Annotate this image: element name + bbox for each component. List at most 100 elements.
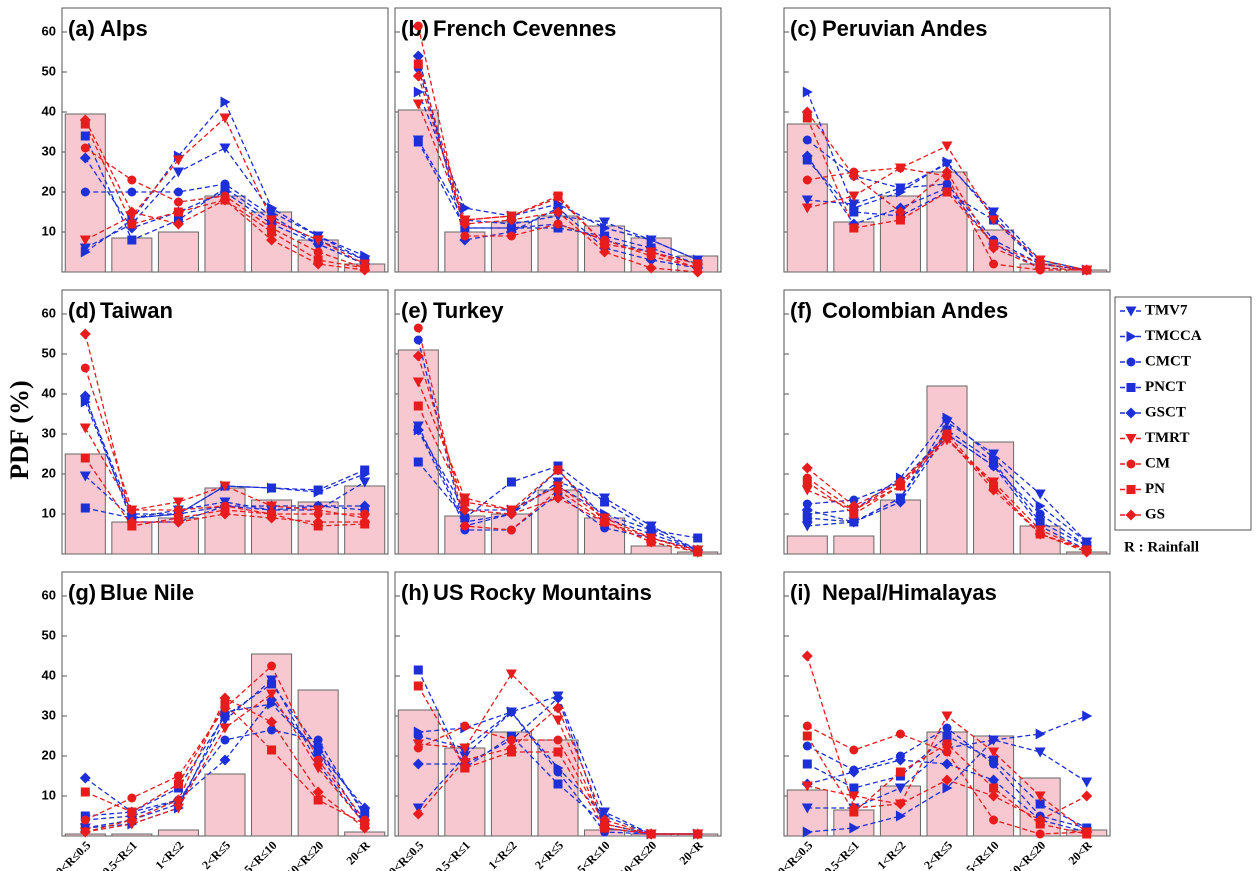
marker [172, 803, 184, 814]
marker [802, 113, 812, 123]
marker [413, 59, 423, 69]
legend-label: PN [1145, 481, 1165, 497]
marker [360, 509, 370, 519]
marker [127, 187, 137, 197]
y-tick-label: 20 [42, 747, 56, 762]
marker [79, 328, 91, 340]
marker [460, 231, 470, 241]
x-tick-label: 1<R≤2 [485, 838, 519, 871]
marker [80, 815, 90, 825]
marker [313, 735, 323, 745]
marker [460, 521, 470, 531]
marker [553, 191, 563, 201]
marker [79, 471, 91, 482]
marker [80, 143, 90, 153]
panel: (c) Peruvian Andes [783, 7, 1111, 273]
marker [313, 755, 323, 765]
marker [219, 143, 231, 154]
marker [313, 485, 323, 495]
legend-marker [1125, 509, 1137, 521]
marker [220, 96, 231, 108]
annotation: R : Rainfall [1124, 539, 1199, 555]
legend-label: TMV7 [1145, 302, 1188, 318]
marker [849, 207, 859, 217]
marker [1081, 264, 1093, 276]
marker [552, 715, 564, 726]
marker [645, 828, 657, 840]
panel-title: Nepal/Himalayas [822, 580, 997, 605]
marker [459, 218, 471, 230]
marker [801, 485, 813, 496]
marker [942, 782, 953, 794]
marker [127, 235, 137, 245]
y-tick-label: 40 [42, 385, 56, 400]
bar [926, 385, 968, 555]
marker [802, 135, 812, 145]
marker [1081, 546, 1093, 558]
marker [80, 187, 90, 197]
marker [413, 21, 423, 31]
marker [80, 363, 90, 373]
marker [460, 202, 471, 214]
marker [313, 795, 323, 805]
marker [173, 207, 183, 217]
marker [219, 481, 231, 492]
marker [219, 508, 231, 520]
y-tick-label: 60 [42, 587, 56, 602]
marker [600, 497, 610, 507]
y-tick-label: 40 [42, 667, 56, 682]
panel-title: French Cevennes [433, 16, 616, 41]
marker [360, 465, 370, 475]
marker [692, 828, 704, 840]
legend-label: TMCCA [1145, 328, 1202, 344]
marker [413, 86, 424, 98]
bar [157, 829, 199, 837]
marker [460, 513, 470, 523]
bar [397, 109, 439, 273]
marker [849, 745, 859, 755]
marker [413, 731, 423, 741]
marker [506, 477, 516, 487]
marker [942, 156, 953, 168]
marker [312, 763, 324, 774]
legend-marker [1125, 306, 1137, 317]
marker [848, 170, 860, 182]
marker [505, 742, 517, 754]
marker [413, 401, 423, 411]
marker [173, 197, 183, 207]
marker [894, 798, 906, 810]
marker [412, 50, 424, 62]
marker [802, 741, 812, 751]
marker [413, 665, 423, 675]
marker [693, 259, 703, 269]
marker [645, 536, 657, 548]
marker [801, 462, 813, 474]
legend-label: GSCT [1145, 404, 1186, 420]
marker [267, 745, 277, 755]
marker [267, 227, 277, 237]
marker [599, 807, 611, 818]
marker [988, 790, 1000, 802]
panel-title: Peruvian Andes [822, 16, 987, 41]
panel: (h) US Rocky Mountains 0<R≤0.5 0.5<R≤1 1<R≤2… [386, 571, 722, 871]
marker [172, 155, 184, 166]
marker [600, 823, 610, 833]
bar [879, 499, 921, 555]
marker [801, 781, 813, 792]
marker [849, 822, 860, 834]
marker [553, 465, 563, 475]
marker [412, 99, 424, 110]
marker [988, 484, 1000, 496]
marker [127, 175, 137, 185]
marker [1081, 777, 1093, 788]
y-tick-label: 50 [42, 627, 56, 642]
marker [127, 793, 137, 803]
x-tick-label: 0<R≤0.5 [53, 838, 93, 871]
panel-title: Taiwan [100, 298, 173, 323]
marker [848, 199, 860, 210]
marker [1035, 509, 1045, 519]
marker [849, 509, 859, 519]
marker [79, 152, 91, 164]
panel-title: Alps [100, 16, 148, 41]
marker [220, 699, 230, 709]
